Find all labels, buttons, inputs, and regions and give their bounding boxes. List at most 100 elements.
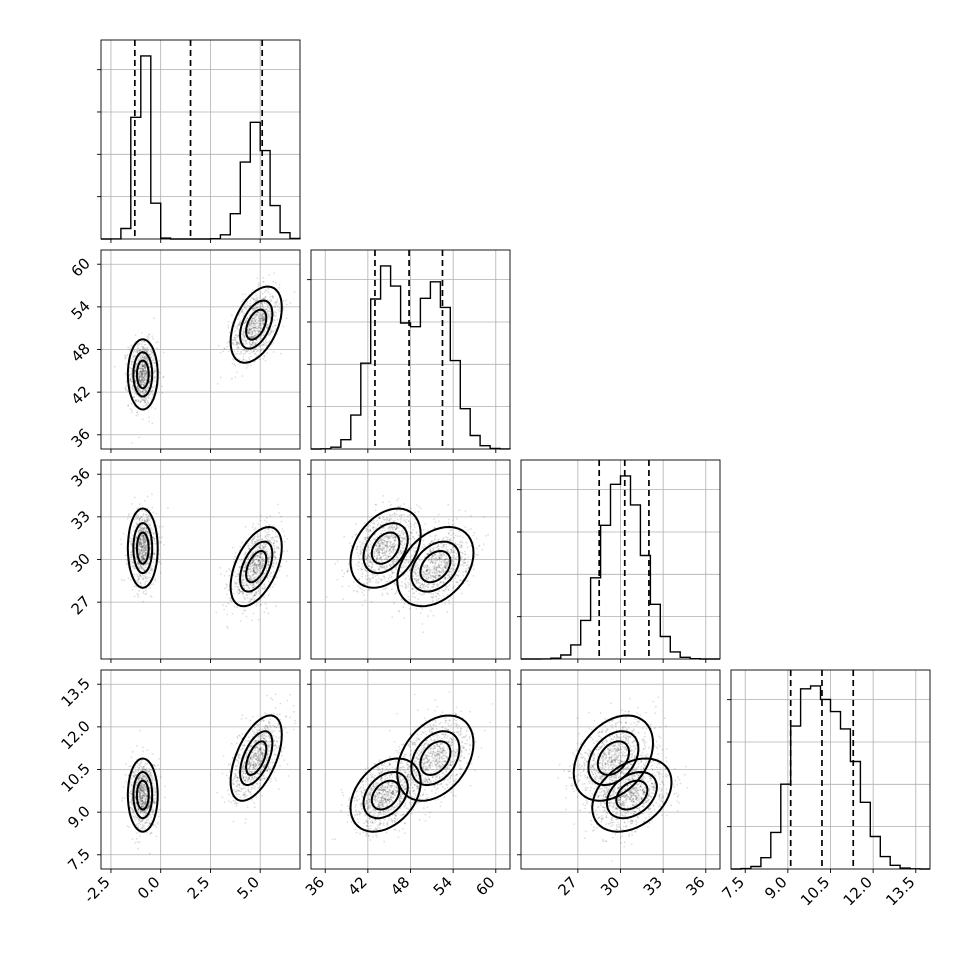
sample-point <box>234 336 237 339</box>
sample-point <box>134 399 137 401</box>
sample-point <box>285 560 288 563</box>
sample-point <box>143 405 145 407</box>
sample-point <box>235 583 238 586</box>
sample-point <box>162 351 165 354</box>
sample-point <box>135 365 138 368</box>
sample-point <box>144 364 147 367</box>
sample-point <box>142 392 145 395</box>
sample-point <box>147 336 150 339</box>
sample-point <box>388 580 391 582</box>
sample-point <box>274 324 276 327</box>
sample-point <box>132 388 135 391</box>
sample-point <box>438 594 441 596</box>
sample-point <box>162 375 165 378</box>
sample-point <box>142 372 145 375</box>
sample-point <box>251 296 253 299</box>
sample-point <box>280 352 282 355</box>
sample-point <box>244 552 247 555</box>
sample-point <box>264 359 267 362</box>
sample-point <box>434 571 437 574</box>
sample-point <box>146 360 149 362</box>
sample-point <box>234 339 237 342</box>
sample-point <box>233 558 235 561</box>
sample-point <box>132 396 135 399</box>
sample-point <box>377 549 379 551</box>
sample-point <box>276 536 279 538</box>
sample-point <box>269 316 271 319</box>
sample-point <box>136 351 139 353</box>
sample-point <box>133 396 136 398</box>
sample-point <box>378 544 381 547</box>
sample-point <box>152 583 155 585</box>
sample-point <box>138 376 141 378</box>
sample-point <box>139 349 141 352</box>
sample-point <box>280 515 282 518</box>
sample-point <box>143 553 146 556</box>
sample-point <box>408 514 411 516</box>
sample-point <box>365 582 368 585</box>
sample-point <box>352 580 355 583</box>
sample-point <box>159 371 161 374</box>
sample-point <box>244 564 247 567</box>
sample-point <box>145 521 148 523</box>
sample-point <box>389 544 391 547</box>
sample-point <box>219 351 222 354</box>
sample-point <box>253 317 255 320</box>
sample-point <box>139 374 141 377</box>
sample-point <box>258 314 261 317</box>
sample-point <box>257 559 260 561</box>
sample-point <box>146 346 149 349</box>
sample-point <box>242 311 244 314</box>
sample-point <box>448 602 451 605</box>
sample-point <box>144 369 147 372</box>
sample-point <box>130 363 133 366</box>
sample-point <box>258 319 261 322</box>
sample-point <box>357 561 360 563</box>
sample-point <box>364 575 367 577</box>
sample-point <box>432 585 435 588</box>
sample-point <box>374 509 377 511</box>
sample-point <box>137 399 140 402</box>
sample-point <box>242 314 245 317</box>
sample-point <box>144 401 146 404</box>
sample-point <box>236 591 239 593</box>
sample-point <box>261 548 263 550</box>
sample-point <box>135 414 138 417</box>
sample-point <box>236 328 239 330</box>
sample-point <box>149 371 152 374</box>
sample-point <box>131 387 134 390</box>
sample-point <box>386 527 389 529</box>
sample-point <box>355 548 358 551</box>
sample-point <box>286 575 289 577</box>
sample-point <box>130 344 133 347</box>
sample-point <box>248 547 251 550</box>
sample-point <box>153 380 156 383</box>
sample-point <box>144 513 147 516</box>
sample-point <box>385 580 387 583</box>
sample-point <box>370 568 372 570</box>
sample-point <box>252 538 254 541</box>
sample-point <box>140 378 143 381</box>
sample-point <box>143 370 146 373</box>
sample-point <box>141 391 144 393</box>
sample-point <box>143 526 146 529</box>
sample-point <box>274 306 277 308</box>
sample-point <box>138 378 140 380</box>
sample-point <box>142 551 144 554</box>
sample-point <box>143 367 146 370</box>
sample-point <box>139 517 142 520</box>
sample-point <box>399 518 402 521</box>
sample-point <box>361 563 363 565</box>
sample-point <box>255 322 258 324</box>
sample-point <box>263 320 266 322</box>
sample-point <box>252 325 254 327</box>
sample-point <box>247 574 250 577</box>
sample-point <box>245 367 248 369</box>
sample-point <box>126 354 129 356</box>
sample-point <box>248 341 251 343</box>
sample-point <box>393 548 396 550</box>
sample-point <box>263 343 265 346</box>
sample-point <box>143 372 146 375</box>
sample-point <box>421 608 424 610</box>
sample-point <box>234 330 237 332</box>
